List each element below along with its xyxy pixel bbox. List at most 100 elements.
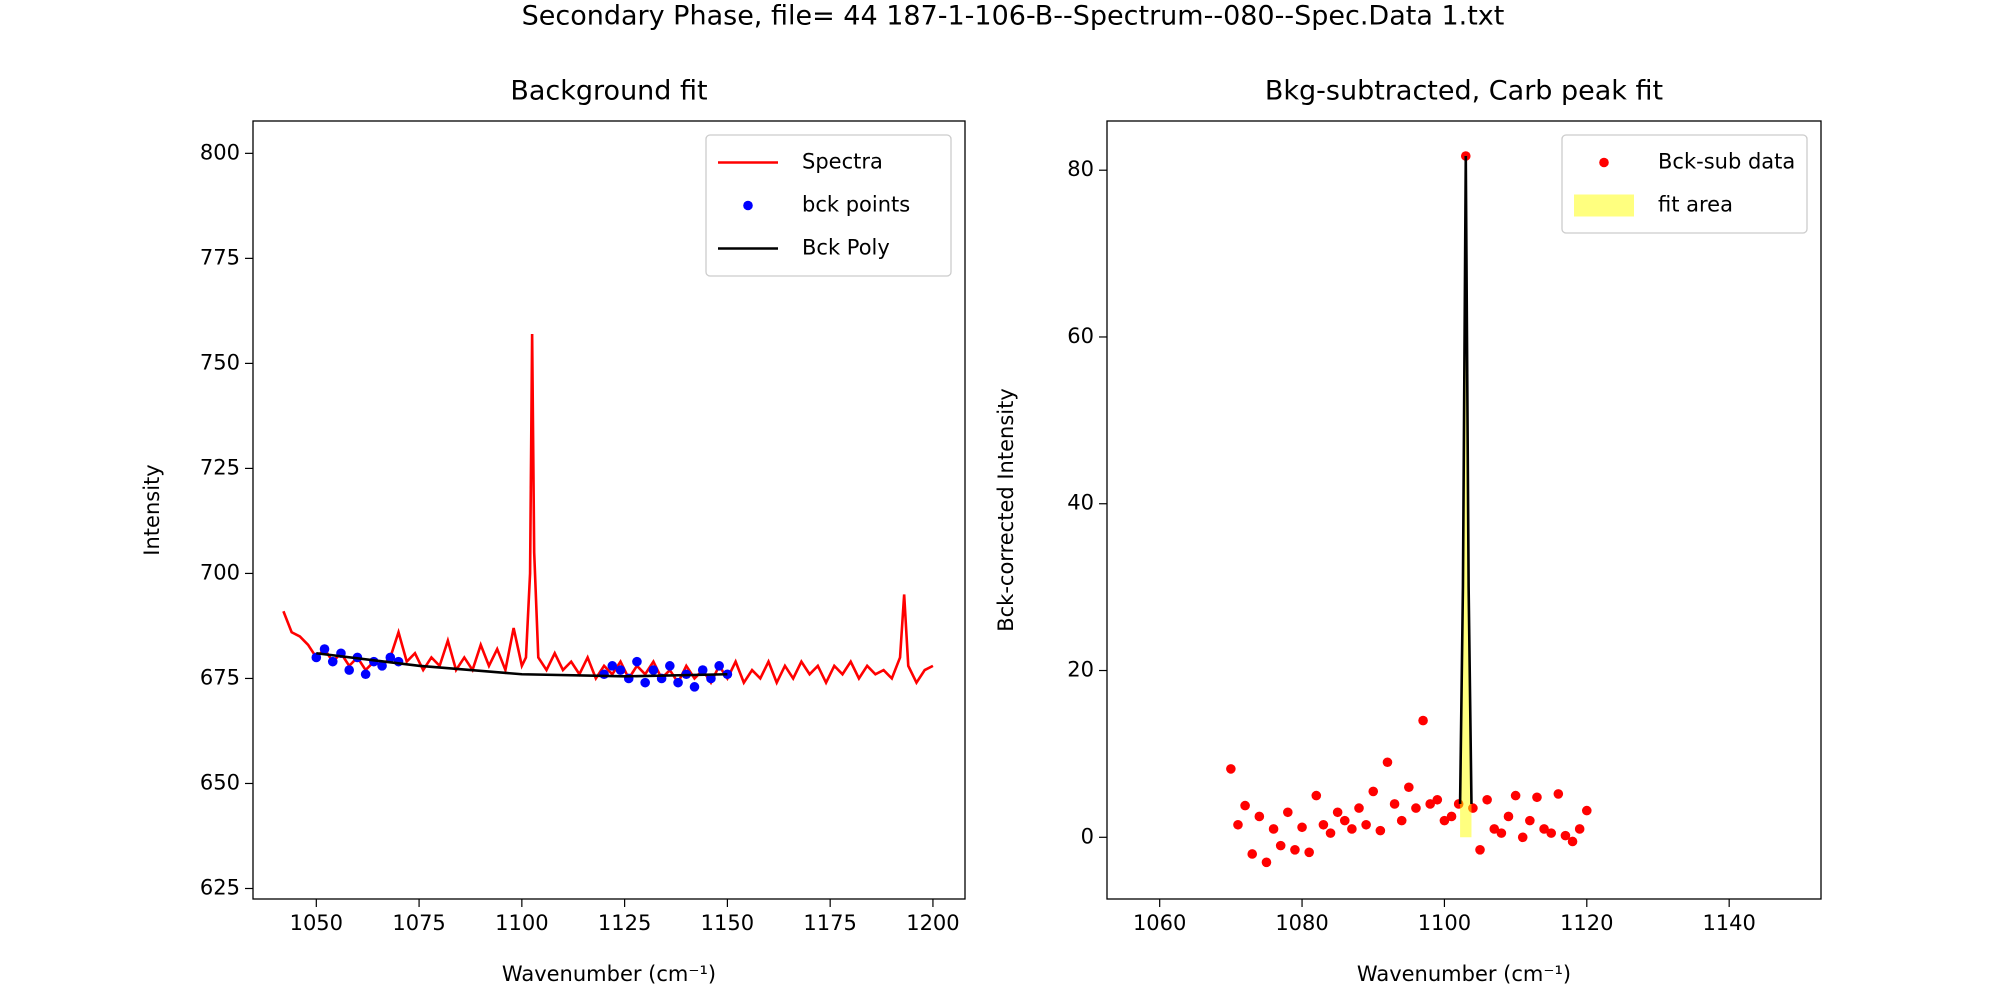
y-tick-label: 675 [200,665,240,689]
legend-label: Spectra [802,150,883,174]
y-tick-label: 700 [200,560,240,584]
point [1254,811,1265,822]
point [1567,836,1578,847]
point [1496,828,1507,838]
y-tick-label: 625 [200,875,240,899]
point [648,665,659,675]
point [311,652,322,663]
legend-label: bck points [802,193,910,217]
point [1503,811,1514,822]
point [327,656,338,667]
y-tick-label: 750 [200,350,240,374]
plot-area [1226,151,1592,868]
point [1226,764,1236,774]
point [1482,794,1492,805]
x-tick-label: 1175 [803,911,856,935]
point [319,644,330,654]
point [714,661,724,671]
y-tick-label: 20 [1067,658,1094,682]
point [1553,789,1564,799]
point [1261,857,1272,868]
figure-title: Secondary Phase, file= 44 187-1-106-B--S… [522,1,1505,32]
point [640,677,650,688]
point [697,665,708,675]
point [1233,819,1243,830]
y-tick-label: 0 [1081,824,1094,848]
line [316,651,728,678]
axes-frame [1106,120,1822,900]
point [1418,715,1428,726]
point [1361,819,1371,830]
point [1318,819,1329,830]
point [1332,807,1343,818]
point [706,673,716,684]
point [1347,824,1357,834]
x-tick-label: 1200 [906,911,959,935]
x-tick-label: 1125 [598,911,651,935]
point [632,656,642,667]
plot-area [282,333,934,692]
y-tick-label: 80 [1067,157,1094,181]
x-tick-label: 1140 [1702,911,1755,935]
point [615,665,626,675]
x-tick-label: 1120 [1560,911,1613,935]
legend-swatch [1574,194,1634,217]
point [344,665,354,675]
point [1439,815,1450,826]
point [1581,805,1592,816]
point [1368,786,1379,797]
legend-swatch [1599,157,1609,168]
line [1458,156,1473,804]
point [1311,790,1322,801]
x-tick-label: 1100 [1418,911,1471,935]
point [607,661,618,671]
y-tick-label: 775 [200,245,240,269]
y-tick-label: 60 [1067,324,1094,348]
point [1404,782,1414,793]
point [1304,847,1314,858]
point [599,669,609,680]
point [689,682,700,692]
subplot: Bkg-subtracted, Carb peak fit Wavenumber … [994,76,1822,986]
y-axis-label: Intensity [140,464,164,555]
point [1425,799,1435,809]
point [1532,792,1542,803]
x-tick-label: 1060 [1133,911,1186,935]
point [1396,815,1407,826]
point [1411,803,1421,813]
legend-label: Bck Poly [802,236,890,260]
subplot-title: Bkg-subtracted, Carb peak fit [1265,76,1663,107]
point [1546,828,1557,838]
y-tick-label: 725 [200,455,240,479]
point [1268,824,1279,834]
subplot-title: Background fit [510,76,707,107]
point [1382,757,1393,768]
y-tick-label: 800 [200,140,240,164]
point [1517,832,1528,843]
y-axis-label: Bck-corrected Intensity [994,388,1018,632]
point [1283,807,1293,818]
point [1489,824,1500,834]
point [1539,824,1549,834]
point [1297,822,1307,833]
point [1275,840,1286,851]
point [1247,849,1258,859]
point [1240,800,1250,811]
point [1354,803,1364,813]
point [1432,794,1443,805]
x-tick-label: 1080 [1275,911,1328,935]
x-tick-label: 1150 [701,911,754,935]
point [1325,828,1336,838]
point [673,677,683,688]
point [360,669,371,680]
x-tick-label: 1100 [495,911,548,935]
point [1560,830,1571,841]
point [1574,824,1585,834]
x-axis-label: Wavenumber (cm⁻¹) [1357,962,1571,986]
legend-swatch [743,200,753,211]
point [1475,845,1485,855]
point [665,661,675,671]
point [1375,825,1386,836]
axes-frame [252,120,966,900]
